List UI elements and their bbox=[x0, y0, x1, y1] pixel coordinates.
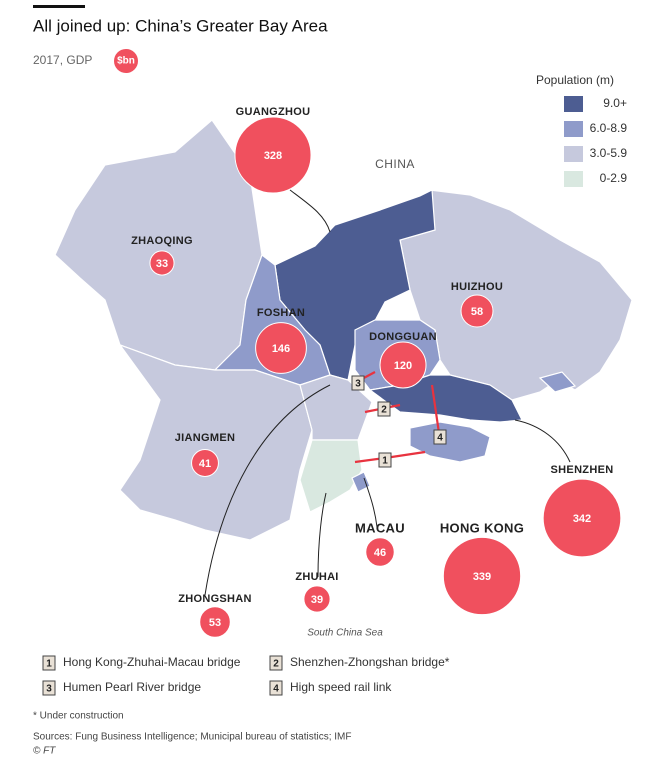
legend-swatch bbox=[564, 171, 583, 187]
link-legend-number: 4 bbox=[273, 684, 279, 695]
arrow bbox=[363, 477, 378, 528]
gdp-bubble bbox=[234, 116, 312, 194]
legend-label: 3.0-5.9 bbox=[590, 146, 628, 160]
arrow bbox=[204, 384, 331, 596]
gdp-value: 328 bbox=[264, 150, 282, 162]
link-marker-number: 3 bbox=[355, 379, 361, 390]
link-legend-box bbox=[269, 680, 283, 696]
gdp-bubble bbox=[191, 449, 219, 477]
title: All joined up: China’s Greater Bay Area bbox=[33, 16, 328, 35]
city-label: FOSHAN bbox=[257, 307, 305, 319]
link-legend: 1 Hong Kong-Zhuhai-Macau bridge 2 Shenzhen-… bbox=[42, 655, 450, 696]
legend-label: 0-2.9 bbox=[600, 171, 628, 185]
link-legend-label: Shenzhen-Zhongshan bridge* bbox=[290, 655, 450, 669]
region-hong-kong bbox=[409, 421, 491, 463]
legend-label: 9.0+ bbox=[603, 96, 627, 110]
sea-label: South China Sea bbox=[307, 628, 383, 639]
subtitle: 2017, GDP bbox=[33, 53, 92, 67]
city-label: ZHUHAI bbox=[295, 571, 338, 583]
city-label: SHENZHEN bbox=[551, 464, 614, 476]
gdp-value: 339 bbox=[473, 571, 491, 583]
link-legend-number: 2 bbox=[273, 659, 279, 670]
link-marker-number: 4 bbox=[437, 433, 443, 444]
arrow bbox=[289, 189, 331, 233]
city-label: MACAU bbox=[355, 520, 405, 535]
gdp-value: 58 bbox=[471, 306, 483, 318]
gdp-value: 41 bbox=[199, 458, 211, 470]
legend: 9.0+ 6.0-8.9 3.0-5.9 0-2.9 bbox=[564, 96, 627, 187]
region-macau bbox=[351, 471, 371, 493]
regions bbox=[54, 119, 633, 541]
gdp-value: 342 bbox=[573, 513, 591, 525]
footnote: * Under construction bbox=[33, 711, 124, 722]
arrows bbox=[204, 189, 571, 596]
gdp-bubble bbox=[542, 478, 622, 558]
gdp-bubbles: GUANGZHOU328ZHAOQING33FOSHAN146DONGGUAN1… bbox=[131, 106, 622, 638]
city-label: HONG KONG bbox=[440, 520, 524, 535]
gdp-value: 146 bbox=[272, 343, 290, 355]
gdp-bubble bbox=[255, 322, 307, 374]
gdp-value: 33 bbox=[156, 258, 168, 270]
city-label: DONGGUAN bbox=[369, 331, 437, 343]
link-marker-number: 1 bbox=[382, 456, 388, 467]
sources: Sources: Fung Business Intelligence; Mun… bbox=[33, 732, 351, 743]
link-marker-box bbox=[378, 452, 392, 468]
city-label: ZHAOQING bbox=[131, 235, 193, 247]
legend-swatch bbox=[564, 146, 583, 162]
city-label: JIANGMEN bbox=[175, 432, 235, 444]
title-rule bbox=[33, 5, 85, 8]
link-marker-box bbox=[351, 375, 365, 391]
gdp-value: 39 bbox=[311, 594, 323, 606]
region-zhuhai bbox=[299, 439, 363, 513]
city-label: ZHONGSHAN bbox=[178, 593, 252, 605]
link-markers: 1 2 3 4 bbox=[351, 375, 447, 468]
gdp-bubble bbox=[199, 606, 231, 638]
gdp-value: 120 bbox=[394, 360, 412, 372]
city-label: GUANGZHOU bbox=[236, 106, 311, 118]
gdp-bubble bbox=[149, 250, 175, 276]
city-label: HUIZHOU bbox=[451, 281, 503, 293]
link-legend-box bbox=[269, 655, 283, 671]
gdp-bubble bbox=[442, 536, 522, 616]
unit-badge-circle bbox=[114, 49, 138, 73]
legend-label: 6.0-8.9 bbox=[590, 121, 628, 135]
legend-swatch bbox=[564, 121, 583, 137]
gdp-bubble bbox=[379, 341, 427, 389]
gdp-value: 46 bbox=[374, 547, 386, 559]
unit-badge: $bn bbox=[117, 56, 135, 67]
gdp-bubble bbox=[303, 585, 331, 613]
credit: © FT bbox=[33, 746, 56, 757]
link-legend-label: High speed rail link bbox=[290, 680, 392, 694]
country-label: CHINA bbox=[375, 157, 415, 171]
arrow bbox=[317, 492, 327, 578]
arrow bbox=[514, 419, 571, 463]
region-jiangmen bbox=[118, 343, 313, 541]
gdp-bubble bbox=[460, 294, 494, 328]
region-islands bbox=[538, 371, 577, 393]
link-legend-label: Humen Pearl River bridge bbox=[63, 680, 201, 694]
legend-title: Population (m) bbox=[536, 73, 614, 87]
link-legend-box bbox=[42, 655, 56, 671]
legend-swatch bbox=[564, 96, 583, 112]
link-legend-box bbox=[42, 680, 56, 696]
link-legend-number: 3 bbox=[46, 684, 52, 695]
link-marker-box bbox=[377, 401, 391, 417]
gdp-bubble bbox=[365, 537, 395, 567]
link-legend-number: 1 bbox=[46, 659, 52, 670]
link-marker-number: 2 bbox=[381, 405, 387, 416]
gdp-value: 53 bbox=[209, 617, 221, 629]
link-marker-box bbox=[433, 429, 447, 445]
link-legend-label: Hong Kong-Zhuhai-Macau bridge bbox=[63, 655, 241, 669]
